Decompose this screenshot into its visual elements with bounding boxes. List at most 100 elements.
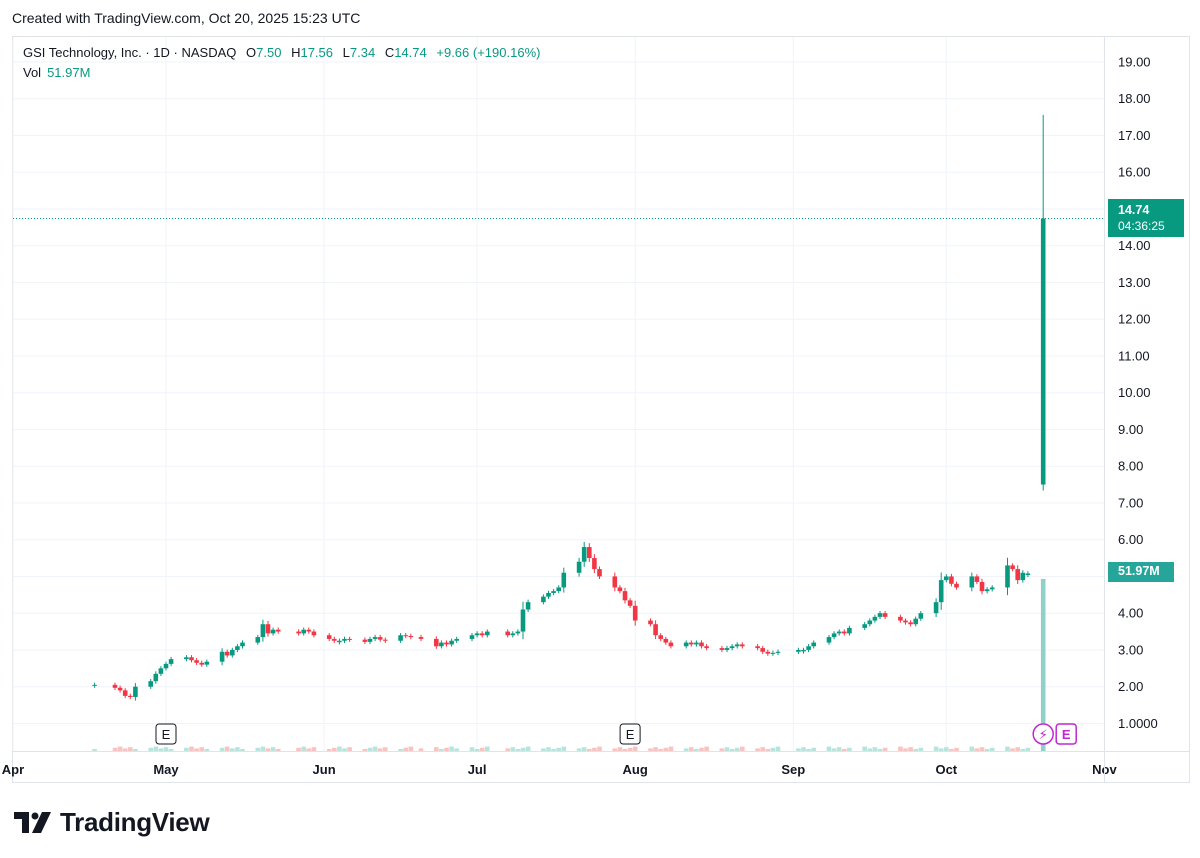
volume-bar (842, 749, 847, 751)
y-tick-label: 3.00 (1118, 642, 1143, 657)
volume-bar (398, 749, 403, 751)
volume-bar (255, 747, 261, 751)
close-label: C (384, 45, 395, 60)
candle-body (260, 624, 266, 638)
y-tick-label: 12.00 (1118, 312, 1151, 327)
candle-body (1010, 565, 1015, 570)
y-tick-label: 2.00 (1118, 679, 1143, 694)
volume-bar (372, 746, 378, 751)
candle-body (648, 620, 653, 625)
volume-bar (755, 748, 760, 751)
high-label: H (291, 45, 301, 60)
close-value: 14.74 (394, 45, 427, 60)
volume-bar (439, 749, 444, 751)
open-label: O (246, 45, 257, 60)
volume-bar (801, 747, 806, 751)
candle-body (219, 651, 225, 662)
candle-body (944, 576, 949, 581)
candle-body (1005, 565, 1010, 588)
volume-bar (663, 747, 669, 751)
volume-bar (576, 748, 582, 751)
x-tick-label: Apr (2, 762, 24, 777)
volume-bar (989, 747, 995, 751)
candle-body (168, 659, 174, 664)
candle-body (689, 642, 694, 645)
candle-body (867, 620, 873, 625)
y-tick-label: 13.00 (1118, 275, 1151, 290)
x-tick-label: Oct (935, 762, 957, 777)
candle-body (847, 627, 852, 634)
candle-body (979, 581, 985, 592)
candle-body (92, 684, 97, 686)
candle-body (383, 639, 388, 641)
candle-body (275, 629, 281, 632)
candle-body (158, 668, 164, 674)
candle-body (199, 662, 204, 665)
volume-bar (235, 747, 240, 751)
volume-bar (949, 749, 954, 751)
candle-body (377, 637, 383, 640)
tradingview-logo[interactable]: TradingView (14, 807, 210, 838)
volume-bar (622, 749, 628, 751)
candle-body (240, 642, 245, 647)
candle-body (454, 638, 459, 641)
candle-body (836, 631, 842, 634)
volume-bar (362, 749, 368, 751)
candle-body (525, 602, 531, 610)
candle-body (398, 635, 403, 641)
candle-body (775, 651, 781, 653)
candle-body (729, 646, 735, 649)
candle-body (372, 637, 378, 639)
volume-bar (515, 749, 521, 751)
volume-bar (184, 747, 189, 751)
candle-body (418, 637, 424, 639)
volume-bar (908, 747, 913, 751)
candle-body (122, 690, 128, 696)
symbol-title: GSI Technology, Inc. · 1D · NASDAQ (23, 45, 237, 60)
volume-bar (525, 746, 531, 751)
dividend-split-icon[interactable] (1032, 723, 1054, 745)
volume-bar (734, 747, 740, 751)
volume-bar (847, 747, 852, 751)
candle-body (255, 637, 261, 643)
y-tick-label: 17.00 (1118, 128, 1151, 143)
last-price-tag: 14.74 04:36:25 (1108, 199, 1184, 237)
bar-countdown: 04:36:25 (1118, 219, 1165, 233)
y-tick-label: 10.00 (1118, 385, 1151, 400)
candle-body (842, 631, 847, 634)
volume-bar (163, 747, 169, 751)
candle-body (989, 587, 995, 590)
candle-body (933, 602, 939, 614)
candle-body (520, 609, 526, 632)
candle-body (117, 687, 123, 691)
volume-bar (694, 749, 699, 751)
volume-bar (724, 747, 730, 751)
volume-bar (933, 746, 939, 751)
volume-bar (831, 748, 837, 751)
volume-bar (775, 746, 781, 751)
y-tick-label: 14.00 (1118, 238, 1151, 253)
candle-body (770, 652, 776, 654)
candle-body (882, 613, 888, 617)
volume-bar (510, 747, 516, 751)
low-label: L (342, 45, 350, 60)
volume-bar (872, 747, 878, 751)
candle-body (301, 629, 306, 634)
volume-value: 51.97M (47, 65, 91, 80)
earnings-marker[interactable] (1055, 723, 1077, 745)
volume-bar (1005, 746, 1010, 751)
volume-bar (128, 747, 133, 751)
y-tick-label: 18.00 (1118, 91, 1151, 106)
volume-bar (347, 747, 352, 751)
candle-body (1025, 573, 1031, 575)
candle-body (556, 587, 561, 592)
volume-bar (632, 746, 638, 751)
candle-body (184, 657, 189, 660)
earnings-marker[interactable] (619, 723, 641, 745)
candle-body (194, 660, 199, 663)
earnings-marker[interactable] (155, 723, 177, 745)
candle-body (724, 648, 730, 650)
volume-bar (485, 746, 490, 751)
volume-bar (546, 747, 551, 751)
